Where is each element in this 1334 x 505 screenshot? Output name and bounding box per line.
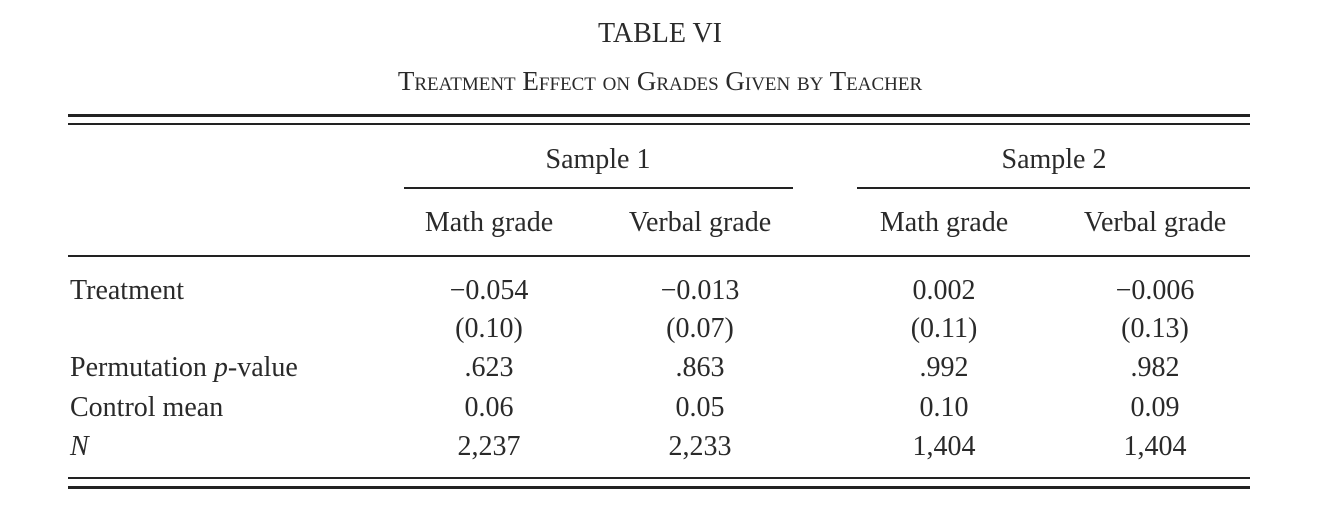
top-rule <box>68 114 1250 117</box>
column-header: Math grade <box>879 207 1009 238</box>
row-label: Treatment <box>70 277 184 305</box>
column-header: Verbal grade <box>1083 207 1227 238</box>
row-label: N <box>70 433 89 461</box>
column-header: Math grade <box>424 207 554 238</box>
group-rule <box>857 187 1250 189</box>
cell: (0.10) <box>455 313 523 344</box>
bottom-rule <box>68 486 1250 489</box>
cell: 1,404 <box>1123 431 1187 462</box>
header-rule <box>68 255 1250 257</box>
cell: 0.09 <box>1130 392 1180 423</box>
row-label: Permutation p-value <box>70 354 298 382</box>
cell: 0.10 <box>919 392 969 423</box>
cell: 1,404 <box>912 431 976 462</box>
row-label-part: N <box>70 431 89 462</box>
cell: .982 <box>1130 352 1180 383</box>
group-header: Sample 2 <box>1001 144 1107 175</box>
cell: .623 <box>464 352 514 383</box>
cell: (0.07) <box>666 313 734 344</box>
row-label: Control mean <box>70 394 223 422</box>
row-label-part: Treatment <box>70 275 185 306</box>
top-rule <box>68 123 1250 125</box>
cell: 2,233 <box>668 431 732 462</box>
cell: .863 <box>675 352 725 383</box>
cell: 0.06 <box>464 392 514 423</box>
bottom-rule <box>68 477 1250 479</box>
row-label-part: Control mean <box>70 392 224 423</box>
group-header: Sample 1 <box>545 144 651 175</box>
cell: −0.006 <box>1115 275 1195 306</box>
cell: (0.11) <box>910 313 978 344</box>
row-label-part: Permutation <box>70 352 214 383</box>
cell: −0.013 <box>660 275 740 306</box>
group-rule <box>404 187 793 189</box>
column-header: Verbal grade <box>628 207 772 238</box>
cell: 2,237 <box>457 431 521 462</box>
table-subtitle: Treatment Effect on Grades Given by Teac… <box>397 66 923 96</box>
cell: −0.054 <box>449 275 529 306</box>
row-label-part: -value <box>227 352 298 383</box>
cell: .992 <box>919 352 969 383</box>
table-title: TABLE VI <box>597 18 723 49</box>
cell: 0.05 <box>675 392 725 423</box>
cell: 0.002 <box>912 275 976 306</box>
row-label-part: p <box>213 352 228 383</box>
cell: (0.13) <box>1121 313 1189 344</box>
